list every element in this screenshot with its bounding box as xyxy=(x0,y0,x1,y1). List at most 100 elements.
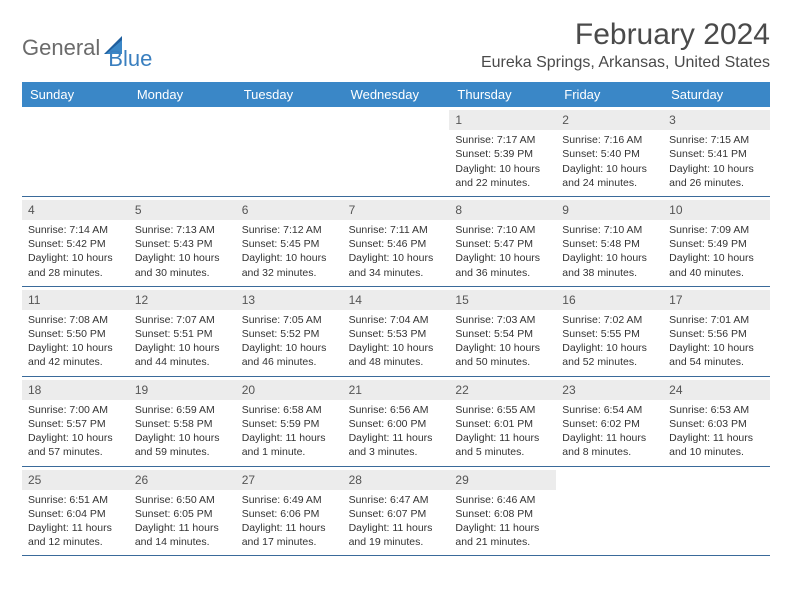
calendar: Sunday Monday Tuesday Wednesday Thursday… xyxy=(22,82,770,556)
sunrise-text: Sunrise: 7:03 AM xyxy=(455,313,550,327)
sunrise-text: Sunrise: 7:07 AM xyxy=(135,313,230,327)
month-title: February 2024 xyxy=(481,18,770,52)
sunset-text: Sunset: 5:46 PM xyxy=(349,237,444,251)
day-number: 23 xyxy=(556,380,663,400)
sunset-text: Sunset: 6:00 PM xyxy=(349,417,444,431)
calendar-cell xyxy=(663,467,770,556)
day-number: 8 xyxy=(449,200,556,220)
calendar-cell xyxy=(556,467,663,556)
day-number xyxy=(22,110,129,130)
day-number xyxy=(129,110,236,130)
day-number: 18 xyxy=(22,380,129,400)
calendar-cell: 4Sunrise: 7:14 AMSunset: 5:42 PMDaylight… xyxy=(22,197,129,286)
calendar-cell: 24Sunrise: 6:53 AMSunset: 6:03 PMDayligh… xyxy=(663,377,770,466)
sunset-text: Sunset: 5:39 PM xyxy=(455,147,550,161)
week-row: 11Sunrise: 7:08 AMSunset: 5:50 PMDayligh… xyxy=(22,287,770,377)
sunset-text: Sunset: 6:06 PM xyxy=(242,507,337,521)
day-number: 15 xyxy=(449,290,556,310)
daylight-text: Daylight: 10 hours and 22 minutes. xyxy=(455,162,550,190)
sunset-text: Sunset: 6:03 PM xyxy=(669,417,764,431)
calendar-cell: 12Sunrise: 7:07 AMSunset: 5:51 PMDayligh… xyxy=(129,287,236,376)
day-number xyxy=(663,470,770,490)
calendar-cell: 16Sunrise: 7:02 AMSunset: 5:55 PMDayligh… xyxy=(556,287,663,376)
day-number: 22 xyxy=(449,380,556,400)
daylight-text: Daylight: 10 hours and 54 minutes. xyxy=(669,341,764,369)
daylight-text: Daylight: 10 hours and 57 minutes. xyxy=(28,431,123,459)
daylight-text: Daylight: 11 hours and 8 minutes. xyxy=(562,431,657,459)
calendar-cell: 1Sunrise: 7:17 AMSunset: 5:39 PMDaylight… xyxy=(449,107,556,196)
sunrise-text: Sunrise: 7:00 AM xyxy=(28,403,123,417)
day-number: 20 xyxy=(236,380,343,400)
sunset-text: Sunset: 6:08 PM xyxy=(455,507,550,521)
sunrise-text: Sunrise: 6:51 AM xyxy=(28,493,123,507)
title-block: February 2024 Eureka Springs, Arkansas, … xyxy=(481,18,770,72)
calendar-cell: 20Sunrise: 6:58 AMSunset: 5:59 PMDayligh… xyxy=(236,377,343,466)
day-number: 9 xyxy=(556,200,663,220)
calendar-cell: 18 Sunrise: 7:00 AMSunset: 5:57 PMDayligh… xyxy=(22,377,129,466)
day-number: 6 xyxy=(236,200,343,220)
daylight-text: Daylight: 11 hours and 1 minute. xyxy=(242,431,337,459)
calendar-cell: 5Sunrise: 7:13 AMSunset: 5:43 PMDaylight… xyxy=(129,197,236,286)
day-header: Monday xyxy=(129,82,236,107)
daylight-text: Daylight: 10 hours and 30 minutes. xyxy=(135,251,230,279)
calendar-cell: 19Sunrise: 6:59 AMSunset: 5:58 PMDayligh… xyxy=(129,377,236,466)
weeks-container: 1Sunrise: 7:17 AMSunset: 5:39 PMDaylight… xyxy=(22,107,770,556)
calendar-cell xyxy=(236,107,343,196)
sunrise-text: Sunrise: 6:53 AM xyxy=(669,403,764,417)
daylight-text: Daylight: 10 hours and 52 minutes. xyxy=(562,341,657,369)
day-number: 2 xyxy=(556,110,663,130)
sunset-text: Sunset: 5:54 PM xyxy=(455,327,550,341)
sunset-text: Sunset: 5:45 PM xyxy=(242,237,337,251)
calendar-cell: 17Sunrise: 7:01 AMSunset: 5:56 PMDayligh… xyxy=(663,287,770,376)
daylight-text: Daylight: 10 hours and 28 minutes. xyxy=(28,251,123,279)
daylight-text: Daylight: 10 hours and 48 minutes. xyxy=(349,341,444,369)
daylight-text: Daylight: 10 hours and 36 minutes. xyxy=(455,251,550,279)
sunrise-text: Sunrise: 7:05 AM xyxy=(242,313,337,327)
sunset-text: Sunset: 6:01 PM xyxy=(455,417,550,431)
day-number: 21 xyxy=(343,380,450,400)
sunset-text: Sunset: 5:58 PM xyxy=(135,417,230,431)
calendar-cell: 27Sunrise: 6:49 AMSunset: 6:06 PMDayligh… xyxy=(236,467,343,556)
calendar-cell xyxy=(343,107,450,196)
calendar-cell: 14Sunrise: 7:04 AMSunset: 5:53 PMDayligh… xyxy=(343,287,450,376)
sunrise-text: Sunrise: 7:02 AM xyxy=(562,313,657,327)
day-number: 1 xyxy=(449,110,556,130)
sunrise-text: Sunrise: 7:16 AM xyxy=(562,133,657,147)
header: General Blue February 2024 Eureka Spring… xyxy=(22,18,770,72)
daylight-text: Daylight: 11 hours and 3 minutes. xyxy=(349,431,444,459)
sunrise-text: Sunrise: 6:59 AM xyxy=(135,403,230,417)
sunset-text: Sunset: 5:43 PM xyxy=(135,237,230,251)
daylight-text: Daylight: 11 hours and 21 minutes. xyxy=(455,521,550,549)
calendar-cell: 6Sunrise: 7:12 AMSunset: 5:45 PMDaylight… xyxy=(236,197,343,286)
day-number: 13 xyxy=(236,290,343,310)
daylight-text: Daylight: 10 hours and 59 minutes. xyxy=(135,431,230,459)
day-header: Sunday xyxy=(22,82,129,107)
sunset-text: Sunset: 5:57 PM xyxy=(28,417,123,431)
sunset-text: Sunset: 5:52 PM xyxy=(242,327,337,341)
day-number: 29 xyxy=(449,470,556,490)
day-number: 25 xyxy=(22,470,129,490)
sunrise-text: Sunrise: 7:11 AM xyxy=(349,223,444,237)
daylight-text: Daylight: 10 hours and 42 minutes. xyxy=(28,341,123,369)
day-number: 14 xyxy=(343,290,450,310)
calendar-cell xyxy=(129,107,236,196)
calendar-cell: 21 Sunrise: 6:56 AMSunset: 6:00 PMDayligh… xyxy=(343,377,450,466)
calendar-cell: 22Sunrise: 6:55 AMSunset: 6:01 PMDayligh… xyxy=(449,377,556,466)
day-header: Friday xyxy=(556,82,663,107)
daylight-text: Daylight: 10 hours and 38 minutes. xyxy=(562,251,657,279)
calendar-cell xyxy=(22,107,129,196)
daylight-text: Daylight: 10 hours and 44 minutes. xyxy=(135,341,230,369)
day-number: 26 xyxy=(129,470,236,490)
sunset-text: Sunset: 6:05 PM xyxy=(135,507,230,521)
week-row: 25Sunrise: 6:51 AMSunset: 6:04 PMDayligh… xyxy=(22,467,770,557)
sunrise-text: Sunrise: 7:01 AM xyxy=(669,313,764,327)
sunrise-text: Sunrise: 6:56 AM xyxy=(349,403,444,417)
calendar-cell: 25Sunrise: 6:51 AMSunset: 6:04 PMDayligh… xyxy=(22,467,129,556)
sunrise-text: Sunrise: 6:49 AM xyxy=(242,493,337,507)
sunset-text: Sunset: 5:55 PM xyxy=(562,327,657,341)
calendar-cell: 13Sunrise: 7:05 AMSunset: 5:52 PMDayligh… xyxy=(236,287,343,376)
daylight-text: Daylight: 10 hours and 40 minutes. xyxy=(669,251,764,279)
sunset-text: Sunset: 5:42 PM xyxy=(28,237,123,251)
daylight-text: Daylight: 11 hours and 19 minutes. xyxy=(349,521,444,549)
sunrise-text: Sunrise: 7:13 AM xyxy=(135,223,230,237)
